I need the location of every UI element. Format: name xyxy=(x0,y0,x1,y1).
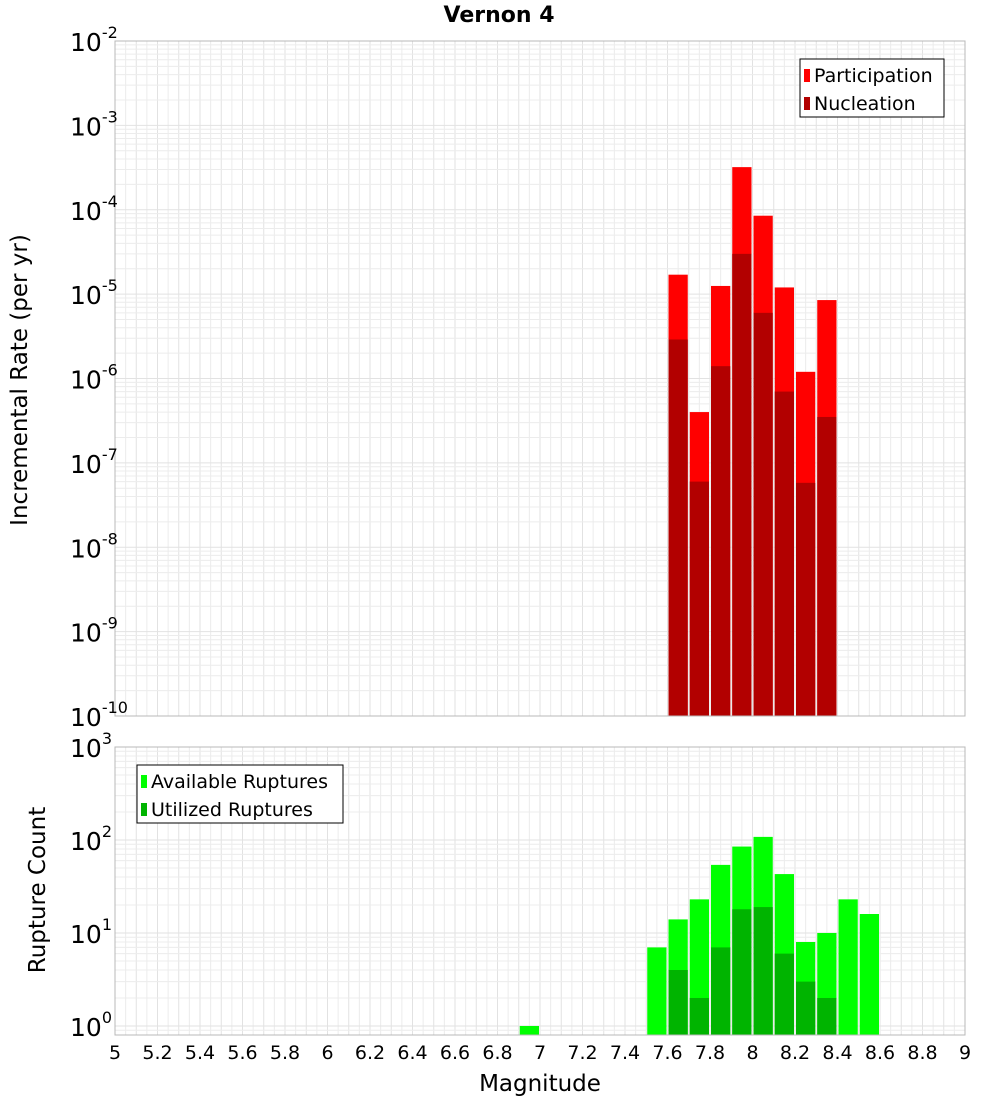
x-tick-label: 5 xyxy=(109,1042,121,1064)
plot-frame xyxy=(114,40,966,717)
bar-utilized-ruptures-8.05 xyxy=(753,907,773,1035)
y-tick-label: 10-6 xyxy=(70,361,118,395)
y-tick-label: 10-2 xyxy=(70,23,118,57)
x-tick-label: 5.4 xyxy=(185,1042,215,1064)
x-axis-label: Magnitude xyxy=(479,1071,601,1097)
bar-available-ruptures-6.95 xyxy=(519,1025,539,1035)
bar-nucleation-7.75 xyxy=(689,481,709,716)
y-tick-label: 10-10 xyxy=(70,698,128,732)
chart-title: Vernon 4 xyxy=(444,3,555,28)
x-tick-label: 5.8 xyxy=(270,1042,300,1064)
bottom-y-axis-label: Rupture Count xyxy=(25,807,51,973)
y-tick-label: 10-4 xyxy=(70,192,118,226)
legend-box xyxy=(799,58,945,118)
x-tick-label: 7.6 xyxy=(652,1042,682,1064)
bar-available-ruptures-8.45 xyxy=(838,899,858,1035)
legend-1: Participation Nucleation xyxy=(799,58,945,118)
bars-2 xyxy=(519,836,879,1035)
legend-label: Utilized Ruptures xyxy=(151,799,313,821)
y-tick-label: 10-8 xyxy=(70,529,118,563)
bar-utilized-ruptures-8.25 xyxy=(796,981,816,1035)
bar-available-ruptures-8.55 xyxy=(859,914,879,1035)
legend-label: Available Ruptures xyxy=(151,771,328,793)
plot-panel-1 xyxy=(114,40,966,717)
bar-nucleation-8.25 xyxy=(796,482,816,716)
bar-nucleation-8.05 xyxy=(753,312,773,716)
bar-utilized-ruptures-8.15 xyxy=(774,953,794,1035)
x-tick-label: 6.4 xyxy=(397,1042,427,1064)
x-tick-label: 9 xyxy=(959,1042,971,1064)
y-tick-label: 101 xyxy=(70,915,112,949)
plot-frame xyxy=(114,746,966,1036)
bar-utilized-ruptures-7.75 xyxy=(689,997,709,1035)
x-tick-label: 8.6 xyxy=(865,1042,895,1064)
x-tick-label: 7.4 xyxy=(610,1042,640,1064)
legend-swatch xyxy=(804,69,810,82)
y-tick-label: 102 xyxy=(70,822,112,856)
x-tick-label: 7 xyxy=(534,1042,546,1064)
top-y-axis-label: Incremental Rate (per yr) xyxy=(7,234,33,526)
y-tick-labels-1: 10-10 10-9 10-8 10-7 10-6 10-5 10-4 10-3 10-2 xyxy=(70,23,128,732)
legend-box xyxy=(136,764,344,824)
x-tick-label: 8 xyxy=(746,1042,758,1064)
x-tick-label: 6 xyxy=(321,1042,333,1064)
legend-swatch xyxy=(804,97,810,110)
plot-panel-2 xyxy=(114,746,966,1036)
bar-nucleation-7.95 xyxy=(732,253,752,716)
y-tick-label: 10-9 xyxy=(70,614,118,648)
bar-utilized-ruptures-7.95 xyxy=(732,909,752,1035)
legend-swatch xyxy=(141,775,147,788)
legend-label: Participation xyxy=(814,65,933,87)
x-tick-label: 8.2 xyxy=(780,1042,810,1064)
x-tick-label: 6.6 xyxy=(440,1042,470,1064)
y-tick-labels-2: 100 101 102 103 xyxy=(70,729,112,1042)
bars-1 xyxy=(668,167,837,717)
bar-utilized-ruptures-8.35 xyxy=(817,997,837,1035)
y-tick-label: 10-5 xyxy=(70,276,118,310)
x-tick-label: 7.2 xyxy=(567,1042,597,1064)
x-tick-label: 5.6 xyxy=(227,1042,257,1064)
x-tick-label: 5.2 xyxy=(142,1042,172,1064)
legend-label: Nucleation xyxy=(814,93,916,115)
bar-available-ruptures-7.55 xyxy=(647,947,667,1035)
legend-2: Available Ruptures Utilized Ruptures xyxy=(136,764,344,824)
y-tick-label: 10-3 xyxy=(70,107,118,141)
bar-nucleation-8.15 xyxy=(774,391,794,716)
x-tick-labels: 5 5.2 5.4 5.6 5.8 6 6.2 6.4 6.6 6.8 7 7.2 7.4 7.6 7.8 8… xyxy=(109,1042,971,1064)
x-tick-label: 8.4 xyxy=(822,1042,852,1064)
bar-utilized-ruptures-7.85 xyxy=(711,947,731,1035)
x-tick-label: 7.8 xyxy=(695,1042,725,1064)
legend-swatch xyxy=(141,803,147,816)
bar-utilized-ruptures-7.65 xyxy=(668,969,688,1035)
x-tick-label: 6.8 xyxy=(482,1042,512,1064)
bar-nucleation-7.85 xyxy=(711,366,731,716)
bar-nucleation-8.35 xyxy=(817,416,837,716)
bar-nucleation-7.65 xyxy=(668,339,688,716)
x-tick-label: 6.2 xyxy=(355,1042,385,1064)
y-tick-label: 103 xyxy=(70,729,112,763)
x-tick-label: 8.8 xyxy=(907,1042,937,1064)
grid-lines xyxy=(114,40,966,717)
y-tick-label: 100 xyxy=(70,1008,112,1042)
y-tick-label: 10-7 xyxy=(70,445,118,479)
